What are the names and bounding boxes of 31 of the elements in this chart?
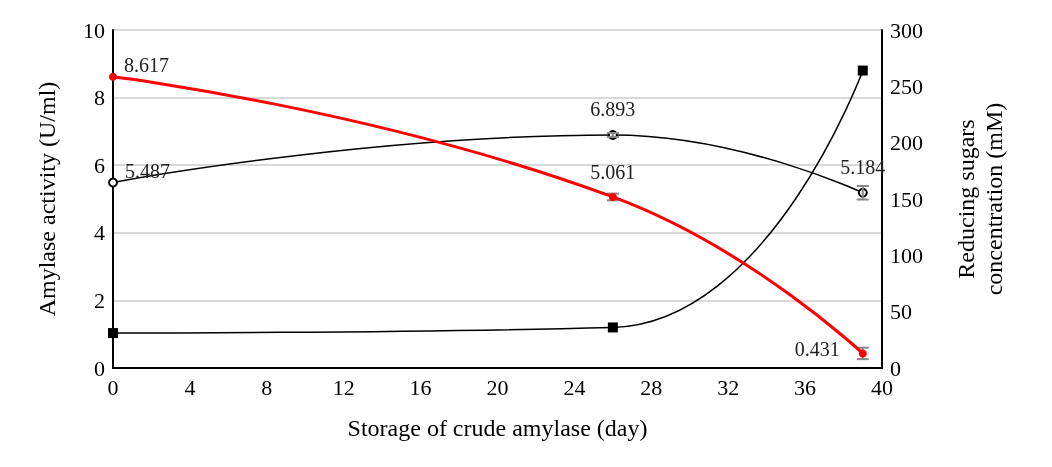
y-tick-label: 4 bbox=[94, 220, 105, 246]
data-label: 6.893 bbox=[590, 98, 636, 121]
y2-axis-title: Reducing sugars concentration (mM) bbox=[953, 102, 1007, 296]
x-tick-label: 36 bbox=[794, 374, 817, 400]
y-axis-title: Amylase activity (U/ml) bbox=[34, 81, 60, 317]
x-tick-label: 8 bbox=[261, 374, 273, 400]
x-tick-label: 4 bbox=[184, 374, 196, 400]
data-label: 5.487 bbox=[125, 159, 170, 182]
y2-tick-label: 100 bbox=[890, 242, 923, 268]
x-tick-label: 32 bbox=[717, 374, 740, 400]
data-label: 8.617 bbox=[124, 53, 169, 76]
x-tick-label: 16 bbox=[409, 374, 432, 400]
data-label: 5.061 bbox=[590, 160, 636, 183]
x-axis-title: Storage of crude amylase (day) bbox=[347, 415, 648, 441]
y-tick-label: 0 bbox=[94, 355, 105, 381]
y-tick-label: 8 bbox=[94, 85, 105, 111]
x-tick-label: 24 bbox=[563, 374, 586, 400]
y2-tick-label: 0 bbox=[890, 355, 901, 381]
x-tick-label: 12 bbox=[332, 374, 355, 400]
y2-tick-label: 250 bbox=[890, 73, 923, 99]
y-tick-label: 6 bbox=[94, 152, 105, 178]
x-tick-label: 20 bbox=[486, 374, 509, 400]
x-tick-label: 40 bbox=[871, 374, 893, 400]
y-tick-label: 10 bbox=[83, 17, 105, 43]
data-label: 0.431 bbox=[794, 338, 840, 361]
y2-tick-label: 50 bbox=[890, 299, 912, 325]
y2-tick-label: 200 bbox=[890, 130, 923, 156]
y2-tick-label: 300 bbox=[890, 17, 923, 43]
y-tick-label: 2 bbox=[94, 287, 105, 313]
x-tick-label: 28 bbox=[640, 374, 663, 400]
y2-tick-label: 150 bbox=[890, 186, 923, 212]
